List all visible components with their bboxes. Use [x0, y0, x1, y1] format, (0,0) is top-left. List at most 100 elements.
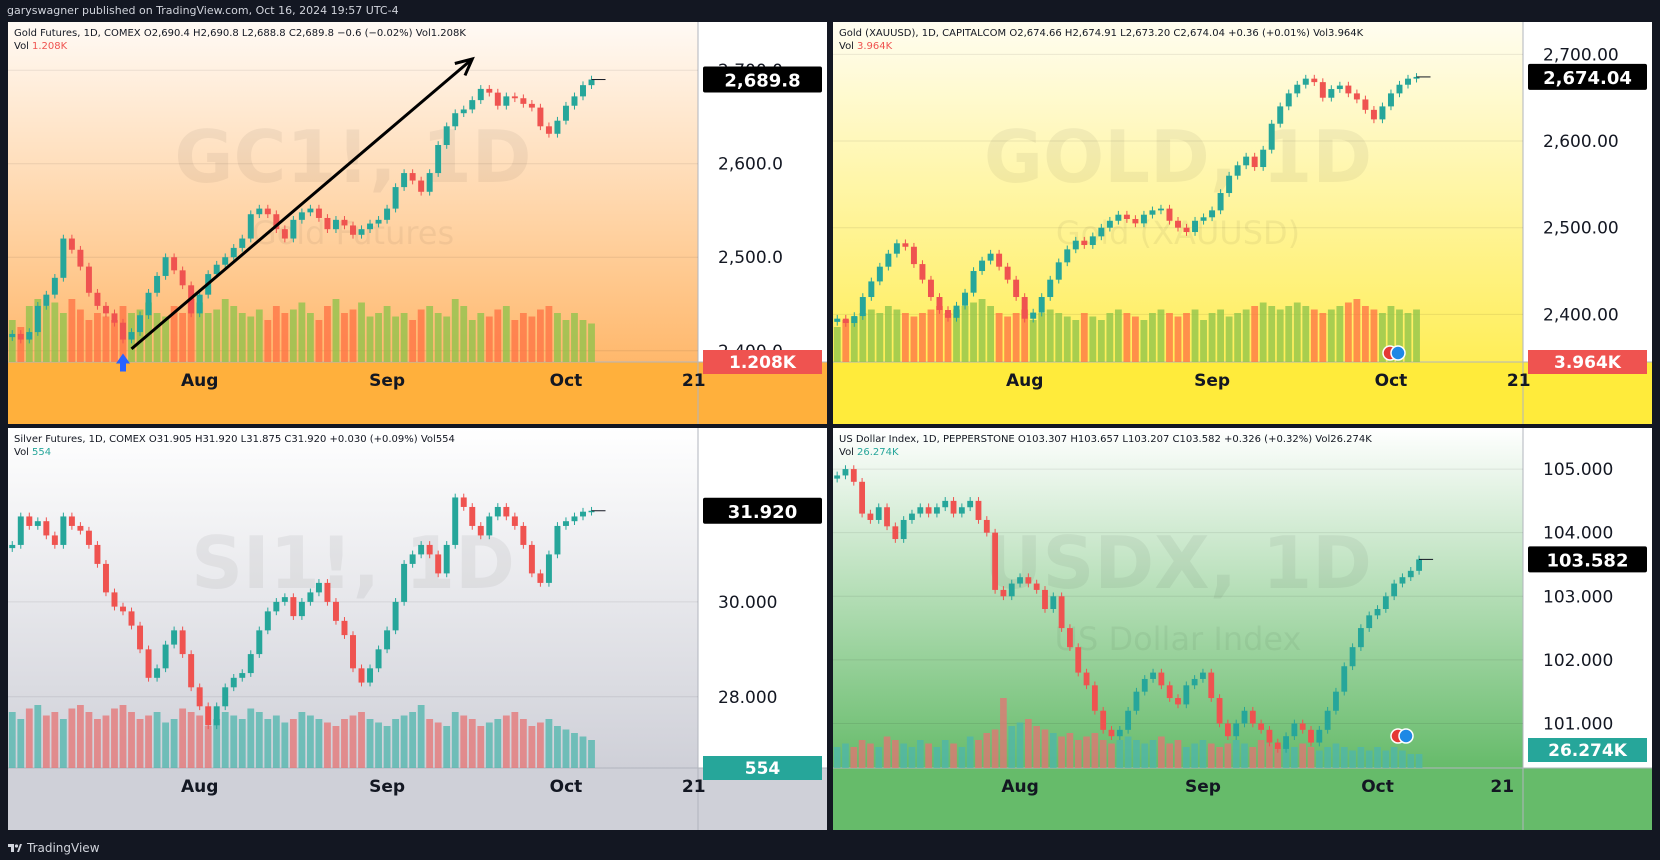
volume-bar — [289, 719, 297, 768]
chart-svg[interactable]: 30.000 28.000 SI1!, 1D 31.920 554 Aug Sep Oct 21… — [8, 428, 827, 830]
candle-body — [213, 264, 220, 275]
volume-bar — [392, 719, 399, 768]
candle-body — [452, 497, 459, 545]
candle-body — [1382, 596, 1389, 609]
volume-badge-label: 1.208K — [729, 353, 797, 373]
candle-body — [392, 601, 399, 631]
volume-bar — [136, 719, 144, 768]
volume-bar — [409, 320, 417, 362]
volume-bar — [1000, 698, 1007, 768]
candle-body — [979, 260, 986, 272]
volume-bar — [1242, 309, 1250, 362]
volume-bar — [1099, 740, 1107, 768]
volume-bar — [1140, 320, 1148, 362]
x-tick-label: Oct — [1361, 777, 1394, 797]
volume-bar — [893, 309, 901, 362]
volume-bar — [562, 320, 570, 362]
candle-body — [925, 507, 932, 514]
volume-bar — [298, 302, 306, 362]
chart-svg[interactable]: 105.000 104.000 103.000 102.000 101.000 USDX,… — [833, 428, 1652, 830]
candle-body — [1083, 672, 1090, 686]
volume-badge-label: 3.964K — [1554, 353, 1622, 373]
volume-bar — [17, 719, 25, 768]
chart-svg[interactable]: 2,700.00 2,600.00 2,500.00 2,400.00 GOLD, 1D… — [833, 22, 1652, 424]
volume-bar — [51, 302, 59, 362]
volume-bar — [1058, 736, 1065, 768]
volume-bar — [460, 715, 468, 768]
candle-body — [953, 305, 960, 318]
volume-bar — [1166, 313, 1173, 362]
volume-bar — [833, 747, 841, 768]
volume-bar — [451, 299, 459, 362]
candle-body — [9, 333, 16, 338]
volume-bar — [400, 313, 408, 362]
volume-bar — [332, 726, 340, 768]
candle-body — [154, 275, 161, 293]
volume-bar — [554, 726, 561, 768]
candle-body — [1379, 106, 1386, 120]
volume-bar — [1224, 743, 1232, 768]
y-tick-label: 103.000 — [1543, 587, 1613, 607]
chart-panel-gold-spot[interactable]: 2,700.00 2,600.00 2,500.00 2,400.00 GOLD, 1D… — [833, 22, 1652, 424]
volume-bar — [307, 715, 314, 768]
y-tick-label: 2,500.00 — [1543, 219, 1619, 239]
candle-body — [945, 310, 951, 318]
candle-body — [222, 687, 229, 707]
chart-panel-silver-futures[interactable]: 30.000 28.000 SI1!, 1D 31.920 554 Aug Sep Oct 21… — [8, 428, 827, 830]
volume-bar — [1158, 736, 1165, 768]
candle-body — [469, 100, 476, 110]
candle-body — [1283, 736, 1289, 749]
volume-bar — [991, 729, 999, 768]
candle-body — [1294, 84, 1301, 94]
volume-value: 554 — [32, 447, 51, 458]
volume-bar — [187, 299, 195, 362]
volume-bar — [1183, 313, 1190, 362]
candle-body — [1008, 583, 1015, 597]
candle-body — [1158, 672, 1165, 686]
candle-body — [1387, 93, 1394, 107]
footer-brand: TradingView — [27, 841, 100, 855]
candle-body — [1260, 149, 1267, 168]
volume-bar — [966, 736, 974, 768]
candle-body — [1243, 156, 1250, 166]
volume-bar — [341, 313, 348, 362]
candle-body — [68, 516, 75, 526]
event-flag-icon[interactable] — [1398, 728, 1414, 744]
volume-bar — [1046, 309, 1054, 362]
volume-bar — [502, 715, 510, 768]
volume-bar — [1282, 743, 1290, 768]
volume-bar — [1063, 316, 1071, 362]
volume-bar — [102, 316, 110, 362]
volume-bar — [289, 309, 297, 362]
volume-bar — [230, 306, 238, 362]
candle-body — [983, 519, 990, 533]
candle-body — [554, 120, 561, 134]
candle-body — [162, 644, 169, 669]
volume-bar — [392, 316, 399, 362]
volume-bar — [1225, 316, 1233, 362]
volume-bar — [59, 719, 67, 768]
candle-body — [996, 253, 1003, 267]
event-flag-icon[interactable] — [1390, 345, 1406, 361]
volume-bar — [417, 705, 425, 768]
volume-bar — [417, 309, 425, 362]
chart-panel-us-dollar-index[interactable]: 105.000 104.000 103.000 102.000 101.000 USDX,… — [833, 428, 1652, 830]
volume-bar — [34, 705, 42, 768]
volume-bar — [842, 320, 850, 362]
volume-bar — [324, 722, 331, 768]
volume-bar — [204, 726, 212, 768]
candle-body — [188, 654, 195, 688]
volume-bar — [349, 309, 357, 362]
volume-bar — [1174, 740, 1182, 768]
volume-bar — [358, 712, 365, 768]
price-badge — [703, 66, 822, 93]
candle-body — [1150, 672, 1156, 679]
watermark: SI1!, 1D — [191, 521, 515, 605]
volume-bar — [502, 306, 510, 362]
volume-bar — [1307, 747, 1315, 768]
candle-body — [1081, 240, 1088, 246]
volume-bar — [902, 313, 909, 362]
candle-body — [1125, 710, 1132, 730]
